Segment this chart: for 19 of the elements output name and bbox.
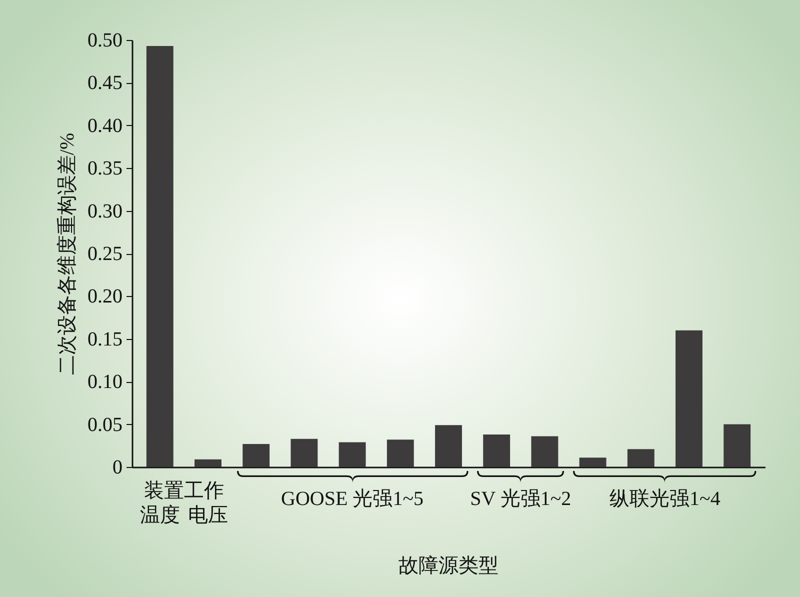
y-axis-title: 二次设备各维度重构误差/% — [56, 132, 78, 376]
text: GOOSE 光强1~5 — [281, 487, 424, 512]
y-tick-label: 0.30 — [88, 200, 122, 222]
y-tick-label: 0.35 — [88, 158, 122, 180]
y-tick-label: 0.40 — [88, 114, 122, 137]
x-tick-label: 温度 — [140, 504, 180, 526]
y-tick-label: 0 — [112, 456, 122, 478]
y-tick-label: 0.45 — [88, 72, 122, 94]
text: 纵联光强1~4 — [610, 487, 720, 512]
text: 装置工作 — [144, 479, 224, 504]
y-tick-label: 0.15 — [88, 328, 122, 350]
y-tick-label: 0.10 — [88, 371, 122, 394]
x-tick-label: 电压 — [188, 504, 228, 526]
x-axis-title: 故障源类型 — [398, 554, 498, 579]
y-tick-label: 0.25 — [88, 243, 122, 265]
y-tick-label: 0.20 — [88, 286, 122, 308]
y-tick-label: 0.50 — [88, 30, 122, 52]
text: SV 光强1~2 — [470, 487, 572, 512]
y-tick-label: 0.05 — [88, 414, 122, 436]
